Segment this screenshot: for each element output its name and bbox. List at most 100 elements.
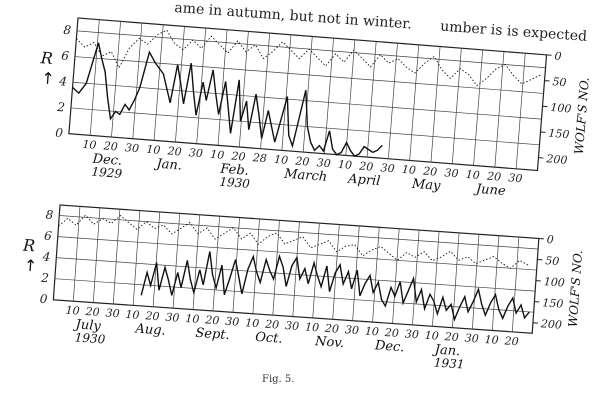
x-tick-label: 10	[245, 316, 260, 330]
x-tick-label: 20	[486, 170, 502, 184]
grid-line-vertical	[388, 43, 398, 159]
right-tick-label: 50	[545, 254, 560, 268]
year-label: 1929	[91, 165, 123, 181]
left-axis-label: R	[39, 48, 53, 68]
x-tick-label: 20	[166, 144, 182, 158]
x-tick-label: 30	[508, 171, 523, 185]
grid-line-vertical	[345, 39, 356, 156]
x-tick-label: 10	[146, 143, 161, 157]
x-tick-label: 30	[444, 166, 459, 180]
month-label: May	[410, 177, 441, 194]
grid-line-vertical	[252, 218, 260, 314]
grid-line-vertical	[212, 216, 220, 311]
grid-line-vertical	[111, 21, 121, 138]
grid-line-vertical	[409, 44, 420, 161]
x-tick-label: 30	[165, 311, 180, 325]
grid-line-vertical	[175, 26, 185, 143]
grid-line-horizontal	[70, 107, 540, 146]
year-label: 1930	[74, 330, 106, 346]
x-tick-label: 10	[424, 329, 439, 343]
grid-line-vertical	[366, 41, 377, 158]
grid-line-vertical	[72, 206, 81, 302]
series-line-wolf-number	[76, 29, 541, 87]
left-tick-label: 2	[56, 100, 66, 115]
grid-line-vertical	[451, 48, 462, 164]
left-tick-label: 6	[44, 229, 53, 244]
up-arrow-icon: ↑	[40, 68, 55, 88]
series-line-wolf-number	[58, 214, 529, 269]
grid-line-vertical	[192, 214, 201, 310]
left-tick-label: 0	[39, 292, 48, 307]
left-tick-label: 8	[63, 23, 72, 38]
figure-caption: Fig. 5.	[262, 374, 295, 385]
x-tick-label: 28	[251, 151, 267, 165]
month-label: Dec.	[373, 338, 405, 355]
left-tick-label: 6	[61, 48, 70, 63]
left-tick-label: 0	[55, 126, 64, 141]
x-tick-label: 10	[338, 158, 353, 172]
x-tick-label: 20	[503, 334, 519, 348]
month-label: March	[283, 167, 328, 185]
grid-line-vertical	[89, 19, 100, 136]
grid-line-vertical	[260, 33, 271, 149]
x-tick-label: 10	[65, 304, 80, 318]
x-tick-label: 30	[285, 319, 300, 333]
series-line-r-index	[72, 42, 383, 158]
grid-line-vertical	[392, 228, 400, 324]
x-tick-label: 10	[305, 320, 320, 334]
x-tick-label: 10	[364, 325, 379, 339]
grid-line-vertical	[238, 31, 249, 148]
x-tick-label: 20	[230, 149, 246, 163]
grid-line-vertical	[153, 24, 164, 141]
x-tick-label: 20	[422, 165, 438, 179]
left-tick-label: 4	[41, 250, 51, 265]
grid-line-vertical	[491, 235, 500, 331]
right-tick-label: 100	[543, 275, 565, 289]
grid-line-vertical	[372, 227, 380, 323]
grid-line-vertical	[412, 230, 420, 325]
grid-line-vertical	[302, 36, 313, 153]
grid-line-vertical	[515, 53, 526, 169]
x-tick-label: 20	[383, 326, 399, 340]
month-label: Feb.	[219, 162, 250, 179]
month-label: Sept.	[195, 326, 230, 343]
grid-line-vertical	[152, 211, 161, 307]
x-tick-label: 30	[404, 327, 419, 341]
right-tick-label: 200	[545, 152, 568, 167]
chart-panel-top: 10 20 30 10 20 30 10 20 28 10 20 30 10 20 30 10 20 30 10 20…	[39, 17, 592, 199]
month-label: Oct.	[255, 330, 283, 347]
x-tick-label: 10	[210, 148, 225, 162]
right-tick-label: 150	[548, 127, 570, 142]
right-tick-label: 0	[546, 233, 554, 246]
x-tick-label: 30	[125, 141, 140, 155]
chart-rotated-group: 10 20 30 10 20 30 10 20 30 10 20 30 10 20 30 10 20 30 10 20…	[21, 204, 585, 372]
left-axis-label: R	[21, 235, 35, 255]
month-label: April	[347, 172, 381, 190]
grid-line-vertical	[196, 28, 207, 144]
chart-rotated-group: 10 20 30 10 20 30 10 20 28 10 20 30 10 20 30 10 20 30 10 20…	[39, 17, 592, 199]
grid-line-horizontal	[54, 278, 534, 313]
x-tick-label: 20	[324, 322, 340, 336]
year-label: 1930	[219, 175, 251, 191]
month-label: July	[72, 317, 102, 334]
right-tick-label: 100	[550, 101, 572, 116]
series-line-r-index	[140, 251, 530, 322]
grid-line-horizontal	[56, 257, 536, 292]
month-label: Nov.	[314, 334, 345, 351]
x-tick-label: 20	[358, 159, 374, 173]
x-tick-label: 20	[443, 330, 459, 344]
grid-line-vertical	[172, 213, 181, 309]
x-tick-label: 30	[188, 146, 203, 160]
grid-line-vertical	[472, 234, 480, 330]
left-tick-label: 2	[40, 271, 50, 286]
grid-line-horizontal	[59, 215, 539, 250]
right-axis-label: WOLF'S NO.	[566, 250, 585, 328]
x-tick-label: 30	[345, 323, 360, 337]
grid-line-vertical	[112, 209, 121, 304]
left-tick-label: 4	[58, 74, 68, 89]
month-label: Dec.	[91, 152, 123, 169]
x-tick-label: 10	[125, 308, 140, 322]
grid-line-horizontal	[74, 56, 544, 94]
x-tick-label: 10	[185, 312, 200, 326]
